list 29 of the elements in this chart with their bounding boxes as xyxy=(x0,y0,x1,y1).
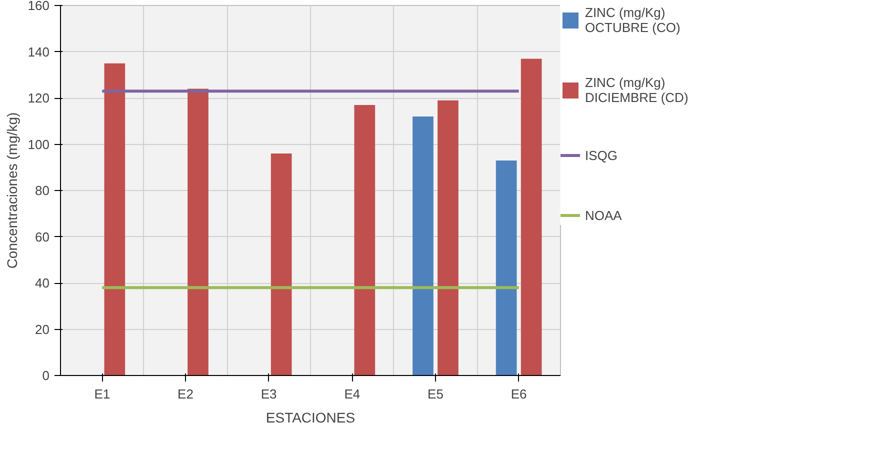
x-axis-title: ESTACIONES xyxy=(266,410,356,426)
bar xyxy=(354,104,376,376)
y-tick-label: 60 xyxy=(35,229,50,244)
x-tick-label: E3 xyxy=(260,386,277,402)
x-tick-label: E6 xyxy=(510,386,527,402)
y-axis-title: Concentraciones (mg/kg) xyxy=(4,112,20,269)
y-tick-label: 0 xyxy=(42,368,50,383)
bar xyxy=(496,160,517,376)
legend-label: ISQG xyxy=(585,148,618,162)
y-tick-label: 80 xyxy=(35,183,50,198)
legend-label: ZINC (mg/Kg) OCTUBRE (CO) xyxy=(585,5,680,35)
x-tick-label: E5 xyxy=(428,386,444,402)
y-tick-label: 160 xyxy=(28,0,50,13)
bar xyxy=(104,63,126,376)
y-tick-label: 120 xyxy=(28,90,50,106)
bar xyxy=(188,88,208,376)
y-tick-label: 40 xyxy=(35,276,50,290)
legend-label: ZINC (mg/Kg) DICIEMBRE (CD) xyxy=(585,75,688,105)
bar xyxy=(520,58,542,376)
x-tick-label: E4 xyxy=(344,386,360,402)
y-tick-label: 100 xyxy=(28,136,50,152)
x-tick-label: E2 xyxy=(178,386,194,402)
bar xyxy=(412,116,434,376)
x-tick-label: E1 xyxy=(94,386,110,402)
bar xyxy=(438,100,458,376)
y-tick-label: 20 xyxy=(35,322,50,337)
y-tick-label: 140 xyxy=(28,44,50,60)
legend-label: NOAA xyxy=(585,208,622,222)
bar xyxy=(270,154,292,376)
